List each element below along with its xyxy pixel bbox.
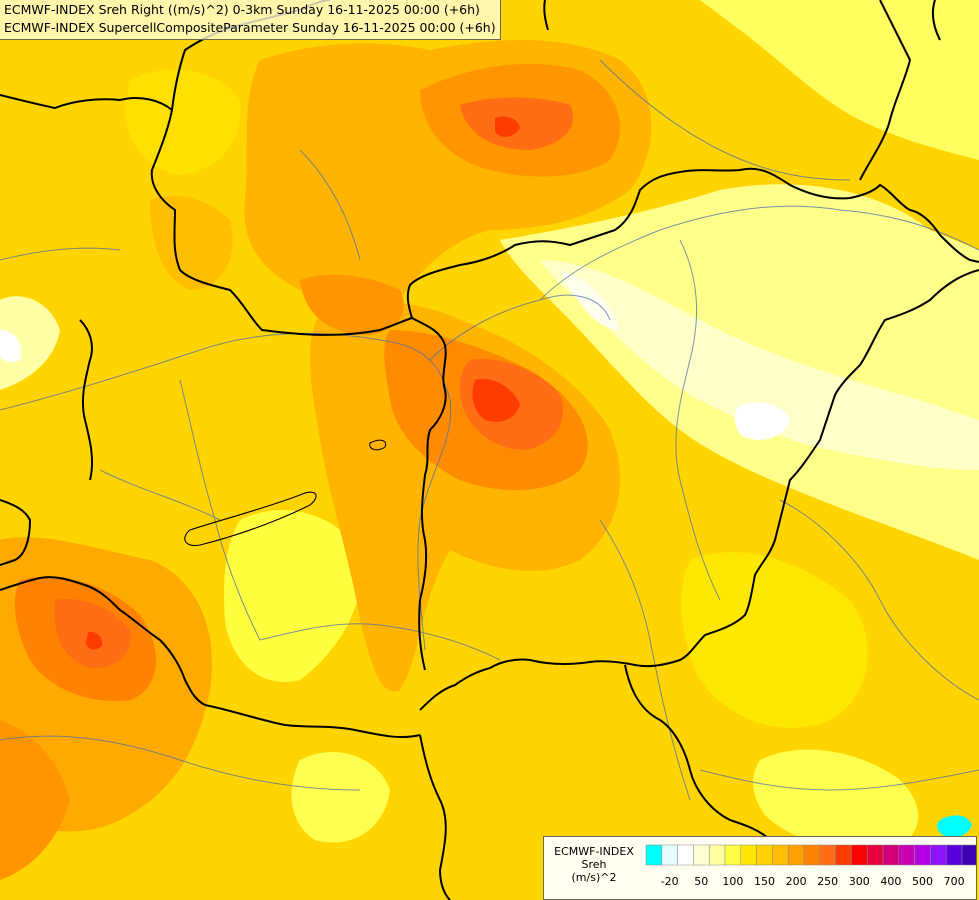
legend-tick-label: 300 [849,875,870,888]
legend-swatch [945,844,963,866]
color-legend: ECMWF-INDEX Sreh (m/s)^2 -20 50 100 150 200 2… [543,836,977,900]
legend-swatch [708,844,726,866]
low-value-areas [0,0,979,851]
legend-swatch [803,844,821,866]
legend-swatch [961,844,976,866]
legend-tick-label: 700 [944,875,965,888]
legend-swatch [835,844,852,866]
legend-tick-label: 100 [722,875,743,888]
map-title-box: ECMWF-INDEX Sreh Right ((m/s)^2) 0-3km S… [0,0,501,40]
legend-tick-label: 500 [912,875,933,888]
legend-tick-label: 150 [754,875,775,888]
legend-swatch [677,844,694,866]
legend-swatch [772,844,789,866]
legend-swatch [819,844,836,866]
legend-swatch [851,844,868,866]
legend-title-line-3: (m/s)^2 [571,871,617,884]
legend-title-line-2: Sreh [581,858,607,871]
legend-tick-label: -20 [661,875,679,888]
title-line-1: ECMWF-INDEX Sreh Right ((m/s)^2) 0-3km S… [4,2,480,17]
legend-color-scale: -20 50 100 150 200 250 300 400 500 700 [645,844,976,888]
legend-swatch [930,844,947,866]
legend-title: ECMWF-INDEX Sreh (m/s)^2 [546,845,642,884]
title-line-2: ECMWF-INDEX SupercellCompositeParameter … [4,20,496,35]
legend-tick-label: 400 [880,875,901,888]
legend-title-line-1: ECMWF-INDEX [554,845,634,858]
legend-swatch [787,844,805,866]
legend-swatch [866,844,884,866]
lake-outline [184,491,317,547]
legend-swatch [724,844,742,866]
high-value-areas [14,63,620,701]
legend-swatch [693,844,710,866]
cyan-spot [936,815,972,838]
legend-swatch [882,844,900,866]
legend-swatch [661,844,678,866]
legend-swatch [756,844,773,866]
legend-swatch [898,844,915,866]
legend-swatch [645,844,663,866]
rivers [0,59,979,801]
legend-swatch [740,844,757,866]
legend-tick-label: 200 [786,875,807,888]
legend-tick-label: 50 [694,875,708,888]
legend-swatch [914,844,931,866]
legend-tick-label: 250 [817,875,838,888]
small-lake-outline [369,439,387,451]
